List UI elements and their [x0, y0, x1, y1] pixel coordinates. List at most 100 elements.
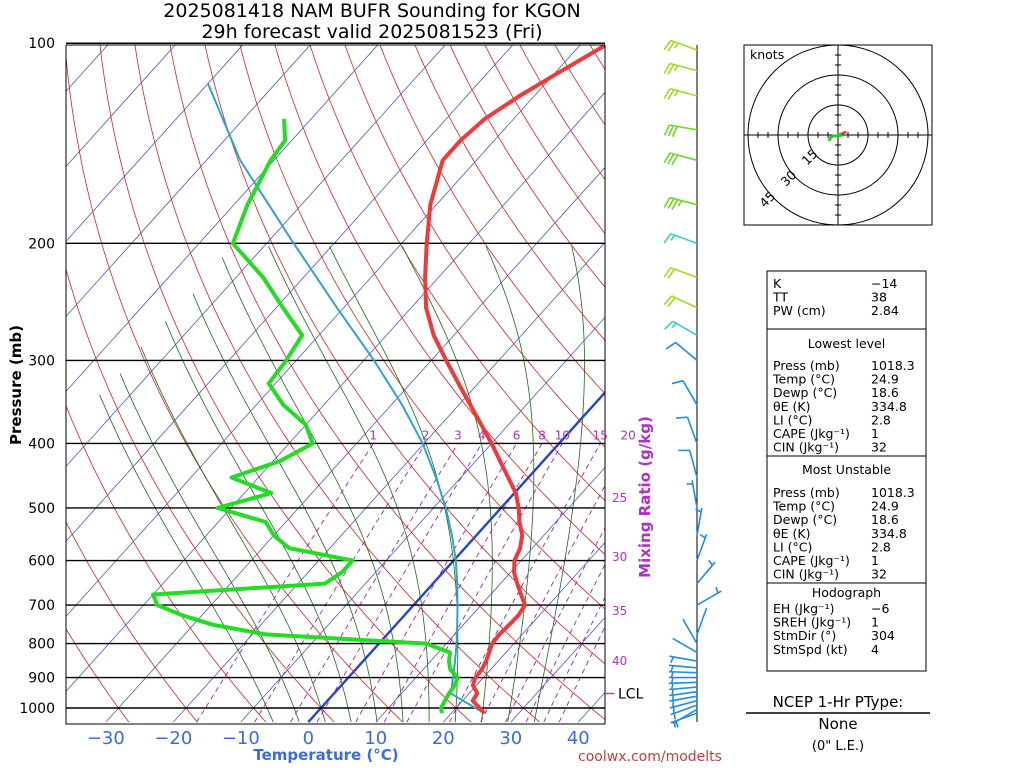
dry-adiabat-line: [169, 45, 605, 721]
wind-barb-half-flag: [670, 677, 674, 684]
wind-barb: [669, 699, 698, 714]
wind-barb-staff: [688, 450, 698, 478]
pressure-tick-label: 100: [28, 36, 55, 52]
dry-adiabat-line: [379, 45, 605, 395]
wind-barb-staff: [669, 196, 698, 206]
dry-adiabat-line: [66, 404, 267, 723]
dry-adiabat-line: [66, 628, 130, 723]
mixing-ratio-label: 15: [593, 428, 608, 442]
moist-adiabat-line: [119, 373, 300, 723]
mixing-ratio-label: 4: [478, 428, 486, 442]
mixing-ratio-label: 1: [369, 428, 377, 442]
moist-adiabat-line: [533, 246, 585, 723]
isotherm-line: [66, 45, 446, 467]
index-label: CAPE (Jkg⁻¹): [773, 426, 850, 441]
isotherm-line: [66, 45, 176, 167]
background-lines: [66, 45, 605, 723]
mixing-ratio-line: [196, 443, 374, 723]
mixing-ratio-line: [525, 563, 605, 723]
y-axis-label: Pressure (mb): [7, 325, 25, 445]
index-label: StmSpd (kt): [773, 642, 848, 657]
index-label: Press (mb): [773, 358, 840, 373]
hodograph-trace: [827, 130, 847, 142]
wind-barb-staff: [672, 708, 698, 725]
wind-barb-flag: [667, 153, 675, 165]
wind-barb-staff: [670, 267, 698, 279]
wind-barb-flag: [663, 295, 673, 306]
dry-adiabat-line: [66, 521, 198, 723]
isotherm-line: [240, 316, 605, 723]
temperature-tick-label: 10: [364, 728, 387, 749]
wind-barb-flag: [675, 416, 688, 419]
index-value: 334.8: [871, 526, 907, 541]
indices-frame: [766, 270, 927, 672]
ptype-note: (0" L.E.): [812, 739, 864, 754]
wind-barb-flag: [663, 152, 671, 164]
moist-adiabat-line: [485, 246, 535, 723]
wind-barb-staff: [669, 695, 698, 702]
wind-barb-half-flag: [674, 42, 679, 49]
wind-barb: [669, 690, 698, 702]
temperature-trace: [423, 45, 605, 715]
ptype-panel: NCEP 1-Hr PType: None (0" L.E.): [746, 693, 930, 754]
chart-title: 2025081418 NAM BUFR Sounding for KGON: [163, 0, 580, 22]
index-value: 4: [871, 642, 879, 657]
wind-barb-staff: [671, 295, 698, 309]
wind-barb-staff: [672, 637, 698, 654]
wind-barb-half-flag: [677, 200, 683, 207]
mixing-ratio-labels: 1 2 3 4 6 8 10 15 20 25 30 35 40: [369, 428, 635, 668]
wind-barb: [696, 586, 722, 606]
pressure-tick-label: 200: [28, 236, 55, 252]
isotherm-line: [307, 390, 605, 723]
mixing-ratio-line: [558, 625, 605, 723]
wind-barb-staff: [670, 704, 698, 716]
index-value: −6: [871, 601, 889, 616]
wind-barb: [669, 664, 698, 672]
index-label: TT: [772, 290, 788, 305]
mixing-ratio-line: [254, 443, 426, 723]
wind-barb-flag: [663, 124, 671, 136]
index-label: Press (mb): [773, 485, 840, 500]
wind-barb-staff: [669, 664, 698, 669]
wind-barb-flag: [667, 297, 676, 307]
isotherm-line: [66, 45, 379, 392]
temperature-tick-label: 30: [499, 728, 522, 749]
wind-barb: [682, 618, 698, 644]
pressure-tick-label: 900: [28, 671, 55, 687]
wind-barb-half-flag: [673, 713, 676, 720]
pressure-tick-label: 400: [28, 436, 55, 452]
wind-barb-staff: [682, 380, 698, 406]
dry-adiabat-line: [204, 45, 605, 665]
wind-barb-staff: [691, 480, 698, 509]
wind-barb: [663, 196, 698, 210]
index-label: SREH (Jkg⁻¹): [773, 615, 851, 630]
index-value: 18.6: [871, 385, 899, 400]
index-label: LI (°C): [773, 539, 812, 554]
wind-barb-half-flag: [708, 559, 714, 566]
wind-barb-half-flag: [699, 533, 706, 539]
wind-barb-half-flag: [715, 586, 719, 594]
temperature-tick-label: 0: [303, 728, 314, 749]
hodograph-units: knots: [750, 47, 784, 62]
wind-barb: [665, 341, 698, 362]
isotherm-line: [443, 541, 605, 723]
wind-barb: [686, 480, 698, 509]
isotherm-line: [66, 45, 311, 317]
wind-barb: [663, 233, 698, 245]
wind-barb-staff: [669, 655, 698, 662]
pressure-tick-label: 1000: [19, 701, 55, 717]
wind-barb-half-flag: [670, 671, 674, 679]
isotherm-line: [375, 466, 605, 723]
wind-barb-flag: [671, 379, 684, 385]
mixing-ratio-line: [480, 484, 605, 723]
index-value: 1018.3: [871, 358, 915, 373]
wind-barb-staff: [669, 686, 698, 691]
index-value: 1: [871, 426, 879, 441]
wind-barb-flag: [663, 267, 672, 278]
wind-barb: [664, 320, 698, 336]
mixing-ratio-line: [355, 443, 517, 723]
wind-barb-staff: [696, 607, 708, 635]
mixing-ratio-label: 20: [620, 428, 635, 442]
index-label: CIN (Jkg⁻¹): [773, 440, 839, 455]
